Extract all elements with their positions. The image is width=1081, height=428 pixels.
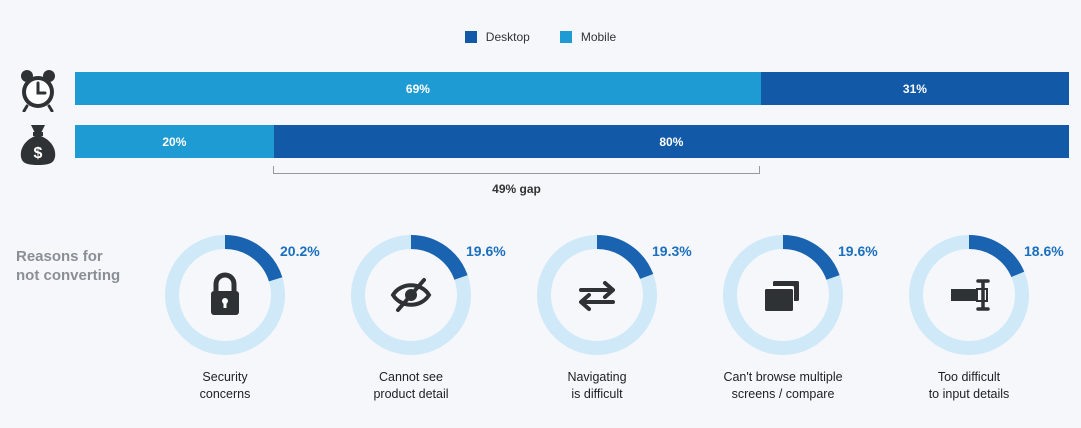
legend-label-desktop: Desktop: [485, 30, 530, 44]
bar-segment-desktop: 31%: [760, 72, 1069, 105]
donut-value-arc: [723, 235, 843, 355]
multiple-screens-icon: [765, 281, 799, 311]
donut-value-arc: [537, 235, 657, 355]
bar-value-label: 20%: [162, 134, 187, 149]
lock-icon: [211, 272, 239, 315]
bar-segment-mobile: 69%: [75, 72, 761, 105]
legend-label-mobile: Mobile: [580, 30, 617, 44]
donut-ring: [165, 235, 285, 355]
eye-slash-icon: [390, 278, 432, 312]
money-bag-icon: $: [20, 125, 56, 165]
reason-card: 19.6% Cannot see product detail: [346, 231, 516, 411]
legend: Desktop Mobile: [0, 30, 1081, 44]
reason-card: 19.6% Can't browse multiple screens / comp…: [718, 231, 888, 411]
donut-percent-label: 19.6%: [466, 243, 506, 259]
svg-text:$: $: [34, 145, 43, 162]
reason-caption-line: Can't browse multiple: [723, 370, 843, 384]
reason-caption: Navigating is difficult: [512, 369, 682, 403]
donut-ring: [537, 235, 657, 355]
legend-item-mobile: Mobile: [559, 30, 617, 44]
alarm-clock-icon: [21, 70, 55, 112]
reason-caption: Can't browse multiple screens / compare: [698, 369, 868, 403]
reason-caption: Cannot see product detail: [326, 369, 496, 403]
bar-value-label: 31%: [902, 81, 927, 96]
reason-caption-line: is difficult: [571, 387, 623, 401]
bar-row-money: 20% 80%: [75, 125, 1069, 158]
bar-segment-mobile: 20%: [75, 125, 274, 158]
legend-item-desktop: Desktop: [464, 30, 530, 44]
reason-caption-line: screens / compare: [731, 387, 835, 401]
donut-value-arc: [165, 235, 285, 355]
bar-row-time: 69% 31%: [75, 72, 1069, 105]
donut-value-arc: [909, 235, 1029, 355]
reason-caption: Security concerns: [140, 369, 310, 403]
bar-value-label: 69%: [405, 81, 430, 96]
reason-card: 20.2% Security concerns: [160, 231, 330, 411]
reason-caption-line: concerns: [199, 387, 251, 401]
gap-annotation: 49% gap: [492, 182, 541, 196]
legend-swatch-mobile: [559, 31, 572, 43]
legend-swatch-desktop: [464, 31, 477, 43]
reason-caption-line: product detail: [373, 387, 449, 401]
text-input-icon: [951, 279, 990, 311]
bar-segment-desktop: 80%: [273, 125, 1069, 158]
bar-value-label: 80%: [659, 134, 684, 149]
donut-percent-label: 20.2%: [280, 243, 320, 259]
reason-card: 18.6% Too difficult to input details: [904, 231, 1074, 411]
reason-caption-line: Security: [202, 370, 248, 384]
arrows-left-right-icon: [579, 281, 615, 311]
donut-percent-label: 18.6%: [1024, 243, 1064, 259]
donut-percent-label: 19.6%: [838, 243, 878, 259]
reason-caption-line: to input details: [928, 387, 1010, 401]
donut-ring: [723, 235, 843, 355]
gap-bracket: [273, 166, 760, 174]
donut-value-arc: [351, 235, 471, 355]
reason-card: 19.3% Navigating is difficult: [532, 231, 702, 411]
reasons-heading-line: Reasons for: [16, 248, 103, 265]
reason-caption-line: Cannot see: [379, 370, 443, 384]
reason-caption-line: Too difficult: [937, 370, 1001, 384]
donut-ring: [351, 235, 471, 355]
reasons-heading: Reasons for not converting: [16, 247, 146, 285]
reason-caption: Too difficult to input details: [884, 369, 1054, 403]
reason-caption-line: Navigating: [567, 370, 627, 384]
reasons-heading-line: not converting: [16, 267, 121, 284]
donut-ring: [909, 235, 1029, 355]
donut-percent-label: 19.3%: [652, 243, 692, 259]
